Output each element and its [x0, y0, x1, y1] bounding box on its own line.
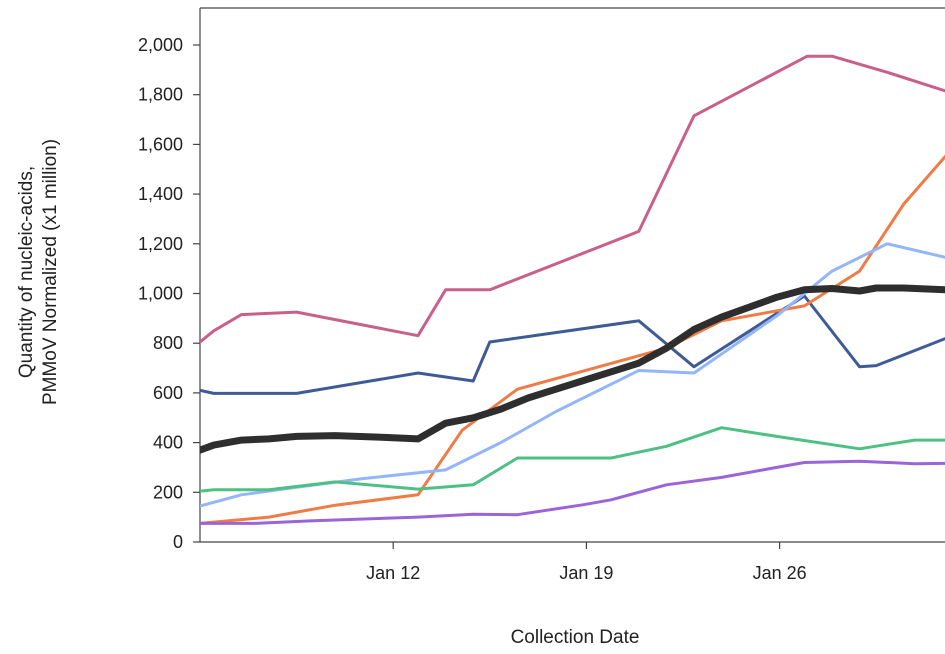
y-tick-label: 1,600	[138, 134, 183, 154]
y-tick-label: 600	[153, 383, 183, 403]
series-line-1	[200, 54, 945, 344]
y-tick-label: 2,000	[138, 35, 183, 55]
x-tick-label: Jan 12	[366, 563, 420, 583]
series-line-7	[200, 459, 945, 525]
series-line-6	[200, 426, 945, 493]
y-tick-label: 400	[153, 433, 183, 453]
y-tick-label: 1,800	[138, 85, 183, 105]
y-tick-label: 1,200	[138, 234, 183, 254]
series-line-5	[200, 284, 945, 454]
x-axis-title: Collection Date	[511, 627, 640, 648]
y-axis-title-line-2: PMMoV Normalized (x1 million)	[40, 139, 61, 405]
y-tick-label: 800	[153, 333, 183, 353]
y-tick-label: 1,000	[138, 284, 183, 304]
series-line-2	[200, 294, 945, 395]
y-tick-label: 200	[153, 482, 183, 502]
x-axis-ticks: Jan 12 Jan 19 Jan 26	[366, 542, 807, 583]
y-axis-ticks: 0 200 400 600 800 1,000 1,200 1,400 1,600 1,800 2,…	[138, 35, 200, 552]
series-group	[200, 54, 945, 525]
x-tick-label: Jan 19	[559, 563, 613, 583]
x-tick-label: Jan 26	[753, 563, 807, 583]
y-tick-label: 1,400	[138, 184, 183, 204]
y-tick-label: 0	[173, 532, 183, 552]
y-axis-title-line-1: Quantity of nucleic-acids,	[16, 166, 37, 378]
